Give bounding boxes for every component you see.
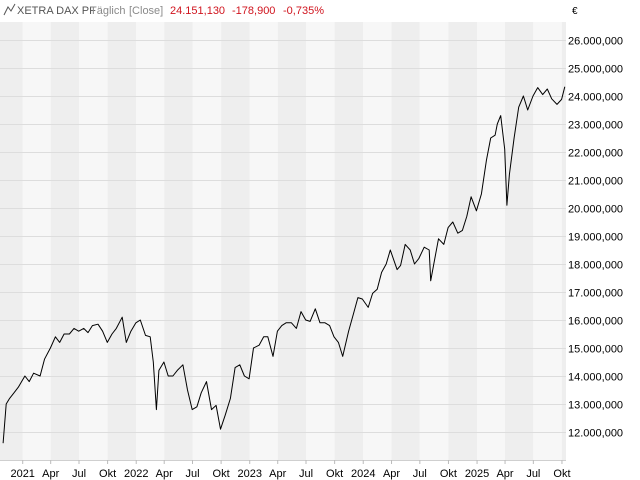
y-tick-label: 14.000,000	[568, 372, 623, 384]
x-tick-label: Okt	[213, 468, 230, 480]
background-band	[306, 22, 335, 460]
background-band	[0, 22, 23, 460]
x-tick-label: 2023	[237, 468, 261, 480]
background-band	[448, 22, 478, 460]
y-tick-label: 18.000,000	[568, 260, 623, 272]
x-tick-label: Jul	[72, 468, 86, 480]
background-band	[277, 22, 307, 460]
background-band	[334, 22, 364, 460]
background-band	[192, 22, 222, 460]
background-band	[477, 22, 506, 460]
background-band	[50, 22, 79, 460]
x-tick-label: 2021	[10, 468, 34, 480]
y-tick-label: 21.000,000	[568, 176, 623, 188]
series-line-dax	[2, 86, 566, 444]
x-tick-label: Okt	[99, 468, 116, 480]
background-band	[221, 22, 250, 460]
x-tick-label: Okt	[326, 468, 343, 480]
y-tick-label: 16.000,000	[568, 316, 623, 328]
header: XETRA DAX PF Täglich [Close] 24.151,130 …	[3, 3, 324, 17]
header-change-percent: -0,735%	[283, 5, 324, 17]
y-tick-label: 24.000,000	[568, 92, 623, 104]
x-tick-label: 2024	[351, 468, 375, 480]
y-tick-label: 15.000,000	[568, 344, 623, 356]
background-band	[363, 22, 392, 460]
x-tick-label: Jul	[413, 468, 427, 480]
x-tick-label: Jul	[185, 468, 199, 480]
background-band	[391, 22, 420, 460]
y-tick-label: 26.000,000	[568, 36, 623, 48]
background-band	[164, 22, 193, 460]
x-tick-label: Apr	[383, 468, 400, 480]
background-band	[107, 22, 137, 460]
y-tick-label: 17.000,000	[568, 288, 623, 300]
grid-lines	[0, 40, 566, 433]
line-chart-icon	[3, 3, 16, 16]
x-tick-label: Apr	[269, 468, 286, 480]
y-tick-label: 20.000,000	[568, 204, 623, 216]
header-title: XETRA DAX PF	[17, 5, 96, 17]
y-axis-tick-labels: 26.000,000 25.000,000 24.000,000 23.000,000…	[568, 36, 623, 440]
y-tick-label: 19.000,000	[568, 232, 623, 244]
background-band	[533, 22, 562, 460]
header-interval: Täglich	[90, 5, 125, 17]
x-tick-label: 2022	[124, 468, 148, 480]
x-tick-label: Jul	[299, 468, 313, 480]
x-tick-label: Apr	[156, 468, 173, 480]
x-tick-label: 2025	[465, 468, 489, 480]
x-tick-label: Okt	[440, 468, 457, 480]
background-band	[78, 22, 108, 460]
background-bands	[0, 22, 566, 460]
header-change: -178,900	[232, 5, 275, 17]
y-tick-label: 25.000,000	[568, 64, 623, 76]
header-price-type: [Close]	[129, 5, 163, 17]
y-tick-label: 12.000,000	[568, 428, 623, 440]
background-band	[136, 22, 165, 460]
x-tick-label: Jul	[526, 468, 540, 480]
background-band	[505, 22, 534, 460]
y-tick-label: 13.000,000	[568, 400, 623, 412]
currency-label: €	[572, 6, 578, 17]
background-band	[249, 22, 278, 460]
x-tick-label: Apr	[496, 468, 513, 480]
header-last-value: 24.151,130	[170, 5, 225, 17]
x-tick-label: Okt	[553, 468, 570, 480]
y-tick-label: 23.000,000	[568, 120, 623, 132]
x-axis-tick-labels: 2021 Apr Jul Okt 2022 Apr Jul Okt 2023 Apr Jul Okt 2…	[10, 460, 571, 480]
x-tick-label: Apr	[42, 468, 59, 480]
background-band	[561, 22, 566, 460]
background-band	[22, 22, 51, 460]
background-band	[419, 22, 449, 460]
y-tick-label: 22.000,000	[568, 148, 623, 160]
